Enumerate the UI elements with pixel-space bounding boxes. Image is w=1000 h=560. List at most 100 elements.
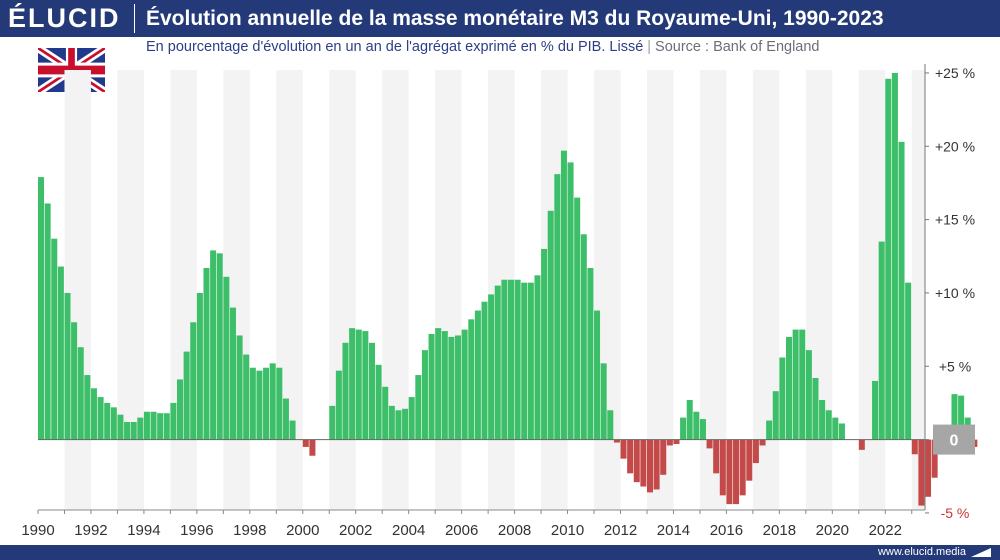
data-bar — [210, 250, 217, 440]
data-bar — [878, 241, 885, 440]
year-band — [329, 70, 356, 510]
data-bar — [309, 439, 316, 456]
data-bar — [951, 394, 958, 440]
data-bar — [77, 347, 84, 440]
data-bar — [699, 419, 706, 440]
subtitle-text: En pourcentage d'évolution en un an de l… — [146, 39, 644, 55]
data-bar — [567, 162, 574, 440]
footer-url[interactable]: www.elucid.media — [877, 546, 966, 558]
x-tick-label: 2012 — [604, 522, 637, 539]
header-bar: ÉLUCID Évolution annuelle de la masse mo… — [0, 0, 1000, 37]
data-bar — [428, 334, 435, 440]
year-band — [646, 70, 674, 510]
data-bar — [468, 319, 475, 440]
data-bar — [488, 294, 495, 440]
data-bar — [110, 407, 117, 440]
data-bar — [580, 234, 587, 440]
data-bar — [335, 370, 342, 440]
year-band — [911, 70, 925, 510]
data-bar — [269, 363, 276, 440]
data-bar — [375, 364, 382, 440]
y-tick-label: 0 — [950, 433, 959, 450]
data-bar — [104, 402, 111, 440]
year-band — [170, 70, 197, 510]
data-bar — [249, 367, 256, 440]
data-bar — [408, 397, 415, 440]
data-bar — [163, 413, 170, 440]
data-bar — [349, 328, 356, 440]
data-bar — [117, 414, 124, 440]
data-bar — [527, 282, 534, 440]
data-bar — [481, 301, 488, 440]
data-bar — [170, 402, 177, 440]
x-tick-label: 1990 — [21, 522, 54, 539]
data-bar — [435, 328, 442, 440]
m3-chart: +25 % +20 % +15 % +10 % +5 % 0 -5 % 1990 1992 199… — [21, 64, 978, 539]
data-bar — [282, 398, 289, 440]
source-label: Source : Bank of England — [655, 39, 820, 55]
x-tick-label: 2004 — [392, 522, 425, 539]
data-bar — [137, 417, 144, 440]
year-band — [435, 70, 462, 510]
elucid-logo[interactable]: ÉLUCID — [8, 3, 121, 33]
data-bar — [905, 282, 912, 440]
x-tick-label: 1996 — [180, 522, 213, 539]
data-bar — [646, 439, 654, 493]
data-bar — [653, 439, 660, 490]
data-bar — [177, 379, 184, 440]
data-bar — [302, 439, 309, 447]
year-band — [117, 70, 144, 510]
data-bar — [342, 342, 349, 440]
data-bar — [640, 439, 647, 487]
chart-subtitle: En pourcentage d'évolution en un an de l… — [146, 39, 820, 55]
data-bar — [223, 276, 230, 440]
data-bar — [203, 268, 210, 440]
data-bar — [832, 417, 839, 440]
data-bar — [746, 439, 753, 481]
data-bar — [124, 422, 131, 440]
x-tick-label: 2008 — [498, 522, 531, 539]
data-bar — [792, 329, 799, 440]
data-bar — [673, 439, 680, 444]
data-bar — [719, 439, 726, 496]
data-bar — [825, 410, 832, 440]
data-bar — [819, 400, 826, 440]
data-bar — [534, 275, 541, 440]
data-bar — [739, 439, 746, 496]
x-tick-label: 2014 — [657, 522, 690, 539]
data-bar — [355, 329, 362, 440]
data-bar — [97, 397, 104, 440]
data-bar — [38, 177, 45, 440]
data-bar — [196, 292, 203, 440]
year-band — [276, 70, 303, 510]
data-bar — [362, 331, 369, 440]
x-tick-label: 2010 — [551, 522, 584, 539]
data-bar — [402, 408, 409, 440]
data-bar — [455, 335, 462, 440]
x-tick-label: 2016 — [710, 522, 743, 539]
data-bar — [772, 391, 779, 440]
data-bar — [71, 322, 78, 440]
data-bar — [693, 411, 700, 440]
zero-badge — [933, 424, 975, 455]
data-bar — [368, 342, 375, 440]
data-bar — [190, 322, 197, 440]
data-bar — [891, 72, 898, 440]
data-bar — [785, 336, 793, 440]
data-bar — [560, 150, 567, 440]
x-tick-label: 1998 — [233, 522, 266, 539]
x-tick-label: 2020 — [816, 522, 849, 539]
header-divider — [134, 4, 135, 33]
data-bar — [494, 285, 501, 440]
data-bar — [885, 78, 892, 440]
data-bar — [448, 336, 455, 440]
data-bar — [90, 388, 97, 440]
data-bar — [594, 310, 601, 440]
data-bar — [733, 439, 740, 505]
data-bar — [263, 367, 270, 440]
data-bar — [183, 351, 190, 440]
x-tick-label: 2006 — [445, 522, 478, 539]
data-bar — [150, 411, 157, 440]
data-bar — [752, 439, 759, 464]
y-tick-label: +20 % — [935, 138, 975, 154]
